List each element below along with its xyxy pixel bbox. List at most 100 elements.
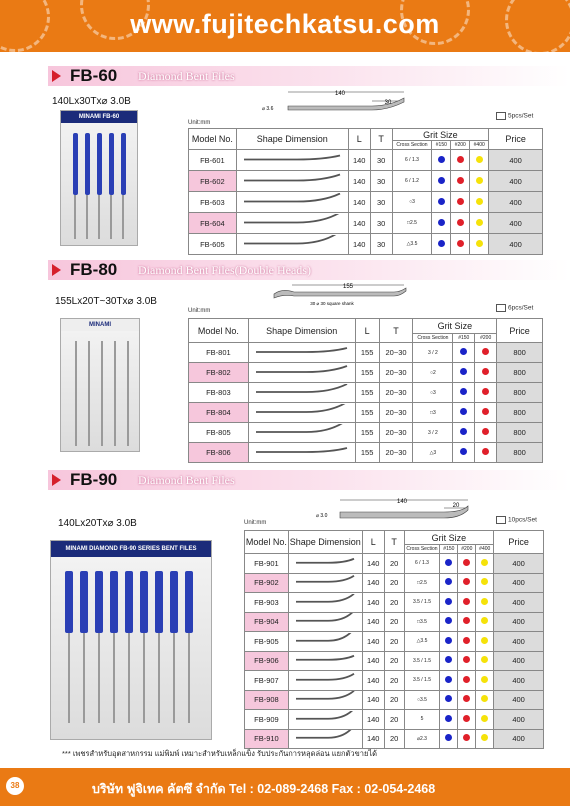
grit-dot-icon	[475, 218, 483, 226]
col-model: Model No.	[188, 128, 237, 150]
shape-cell	[287, 610, 363, 632]
price-cell: 400	[493, 670, 544, 691]
grit-dot-icon	[437, 197, 445, 205]
thickness-cell: 20~30	[378, 442, 414, 463]
pcs-text: 5pcs/Set	[508, 112, 534, 120]
grit-400-cell	[469, 170, 490, 192]
length-cell: 140	[361, 611, 385, 632]
section-code: FB-80	[70, 260, 118, 279]
file-handle	[155, 571, 163, 633]
grit-150-cell	[439, 592, 459, 613]
table-row: FB-603 140 30 ○3 400	[188, 191, 543, 213]
length-cell: 155	[354, 342, 380, 363]
section-code: FB-60	[70, 66, 118, 85]
price-cell: 400	[488, 149, 543, 171]
grit-200-cell	[457, 592, 477, 613]
grit-dot-icon	[460, 428, 468, 435]
grit-400-cell	[469, 233, 490, 255]
col-l: L	[347, 128, 371, 150]
grit-dot-icon	[463, 578, 471, 586]
grit-dot-icon	[481, 597, 489, 605]
grit-dot-icon	[475, 155, 483, 163]
grit-dot-icon	[460, 448, 468, 455]
grit-dot-icon	[463, 675, 471, 683]
col-t: T	[369, 128, 393, 150]
grit-200-cell	[457, 572, 477, 593]
grit-dot-icon	[463, 734, 471, 742]
length-cell: 140	[361, 592, 385, 613]
model-cell: FB-803	[188, 382, 249, 403]
page-header: www.fujitechkatsu.com	[0, 0, 570, 52]
table-row: FB-904 140 20 □3.5 400	[244, 610, 544, 632]
cross-section-cell: 3.5 / 1.5	[403, 592, 441, 613]
product-photo-fb80: MINAMI	[60, 318, 140, 452]
website-url[interactable]: www.fujitechkatsu.com	[130, 9, 440, 39]
file-shank	[188, 633, 190, 723]
model-cell: FB-910	[244, 728, 289, 749]
model-cell: FB-601	[188, 149, 237, 171]
grit-dot-icon	[463, 636, 471, 644]
grit-200-cell	[450, 170, 471, 192]
photo-label: MINAMI DIAMOND FB-90 SERIES BENT FILES	[51, 541, 211, 557]
section-bar-fb90: FB-90 Diamond Bent Files	[48, 470, 570, 490]
dim-length: 140	[335, 91, 346, 97]
length-cell: 140	[347, 233, 371, 255]
section-title: Diamond Bent Files(Double Heads)	[138, 263, 311, 277]
model-cell: FB-903	[244, 592, 289, 613]
grit-200-cell	[457, 611, 477, 632]
cross-section-cell: ○3	[412, 382, 454, 403]
col-t: T	[383, 530, 405, 554]
grit-dot-icon	[481, 714, 489, 722]
cross-section-cell: □3	[412, 402, 454, 423]
grit-150-cell	[452, 402, 476, 423]
grit-200-cell	[450, 191, 471, 213]
thickness-cell: 20	[383, 728, 405, 749]
price-cell: 400	[493, 572, 544, 593]
col-g200: #200	[474, 333, 498, 343]
thickness-cell: 20	[383, 631, 405, 652]
grit-400-cell	[475, 689, 495, 710]
col-price: Price	[488, 128, 543, 150]
grit-400-cell	[475, 611, 495, 632]
product-photo-fb60: MINAMI FB-60	[60, 110, 138, 246]
shape-cell	[247, 418, 356, 443]
grit-200-cell	[474, 362, 498, 383]
spec-table-fb80: Model No. Shape Dimension L T Grit Size …	[188, 318, 543, 463]
cross-section-cell: ○3	[391, 191, 433, 213]
file-shank	[113, 633, 115, 723]
grit-dot-icon	[475, 176, 483, 184]
table-row: FB-902 140 20 □2.5 400	[244, 572, 544, 593]
grit-dot-icon	[463, 558, 471, 566]
cross-section-cell: 6 / 1.2	[391, 170, 433, 192]
thickness-cell: 20	[383, 611, 405, 632]
file-shank	[143, 633, 145, 723]
cross-section-cell: 3.5 / 1.5	[403, 670, 441, 691]
grit-150-cell	[439, 650, 459, 671]
grit-dot-icon	[475, 239, 483, 247]
footnote: *** เพชรสำหรับอุตสาหกรรม แม่พิมพ์ เหมาะส…	[62, 749, 377, 758]
photo-label: MINAMI FB-60	[61, 111, 137, 123]
length-cell: 140	[361, 709, 385, 730]
grit-dot-icon	[481, 656, 489, 664]
grit-dot-icon	[445, 597, 453, 605]
price-cell: 800	[496, 362, 543, 383]
file-shank	[98, 195, 100, 239]
file-handle	[80, 571, 88, 633]
price-cell: 400	[493, 611, 544, 632]
grit-150-cell	[452, 442, 476, 463]
cross-section-cell: 5	[403, 709, 441, 730]
model-cell: FB-805	[188, 422, 249, 443]
file-shank	[158, 633, 160, 723]
cross-section-cell: □3.5	[403, 611, 441, 632]
grit-dot-icon	[445, 558, 453, 566]
shape-cell	[287, 725, 363, 749]
file-handle	[170, 571, 178, 633]
length-cell: 155	[354, 382, 380, 403]
file-shape-icon	[296, 707, 355, 720]
grit-dot-icon	[482, 448, 490, 455]
page-number: 38	[6, 777, 24, 795]
grit-400-cell	[475, 592, 495, 613]
file-handle	[185, 571, 193, 633]
price-cell: 800	[496, 382, 543, 403]
col-g150: #150	[452, 333, 476, 343]
